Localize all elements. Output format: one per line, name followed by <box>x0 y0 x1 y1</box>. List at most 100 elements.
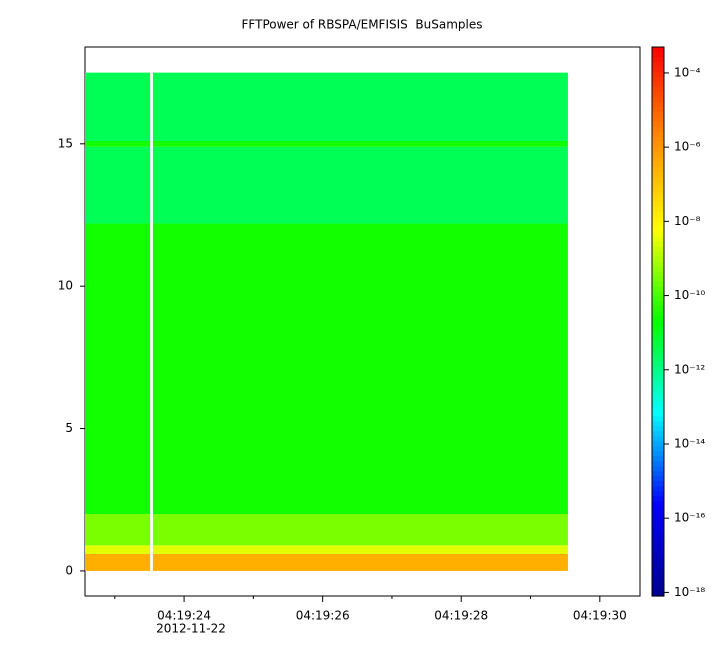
colorbar-segment <box>652 416 664 422</box>
colorbar-segment <box>652 426 664 432</box>
colorbar-segment <box>652 47 664 53</box>
colorbar-segment <box>652 521 664 527</box>
colorbar-tick-label: 10⁻⁸ <box>674 214 701 228</box>
colorbar-segment <box>652 241 664 248</box>
colorbar-tick-label: 10⁻¹⁰ <box>674 288 705 302</box>
colorbar-segment <box>652 421 664 427</box>
colorbar-segment <box>652 246 664 253</box>
colorbar-segment <box>652 591 664 597</box>
heatmap-cell <box>85 223 151 514</box>
colorbar-segment <box>652 71 664 78</box>
heatmap-cell <box>152 513 568 546</box>
colorbar-segment <box>652 306 664 313</box>
heatmap-cell <box>85 513 151 546</box>
colorbar-segment <box>652 186 664 193</box>
colorbar-segment <box>652 86 664 93</box>
colorbar-segment <box>652 351 664 358</box>
colorbar-segment <box>652 276 664 283</box>
colorbar-segment <box>652 376 664 382</box>
colorbar-segment <box>652 251 664 258</box>
colorbar-segment <box>652 326 664 333</box>
colorbar-segment <box>652 501 664 507</box>
colorbar-segment <box>652 396 664 402</box>
colorbar-tick-label: 10⁻⁶ <box>674 140 701 154</box>
colorbar-segment <box>652 456 664 462</box>
colorbar-segment <box>652 296 664 303</box>
colorbar-segment <box>652 561 664 567</box>
colorbar-segment <box>652 191 664 198</box>
colorbar-segment <box>652 51 664 58</box>
colorbar-segment <box>652 281 664 288</box>
x-tick-label: 04:19:26 <box>296 609 350 623</box>
colorbar-segment <box>652 436 664 442</box>
colorbar-segment <box>652 466 664 472</box>
colorbar-segment <box>652 161 664 168</box>
colorbar-segment <box>652 341 664 348</box>
colorbar-tick-label: 10⁻¹⁶ <box>674 511 705 525</box>
colorbar-segment <box>652 176 664 183</box>
heatmap-cell <box>152 72 568 141</box>
y-tick-label: 10 <box>58 279 73 293</box>
colorbar-segment <box>652 231 664 238</box>
colorbar-segment <box>652 401 664 407</box>
colorbar-segment <box>652 91 664 98</box>
colorbar-segment <box>652 311 664 318</box>
colorbar-segment <box>652 516 664 522</box>
heatmap-cell <box>85 140 151 147</box>
colorbar-segment <box>652 76 664 83</box>
colorbar-segment <box>652 371 664 377</box>
colorbar-segment <box>652 211 664 218</box>
colorbar-segment <box>652 106 664 113</box>
colorbar-frame <box>651 46 665 597</box>
colorbar-segment <box>652 491 664 497</box>
colorbar-segment <box>652 221 664 228</box>
colorbar-segment <box>652 556 664 562</box>
colorbar-segment <box>652 346 664 353</box>
colorbar-segment <box>652 431 664 437</box>
colorbar-segment <box>652 81 664 88</box>
colorbar-segment <box>652 571 664 577</box>
x-tick-label: 04:19:24 <box>157 609 211 623</box>
colorbar-segment <box>652 531 664 537</box>
colorbar-segment <box>652 96 664 103</box>
colorbar-segment <box>652 216 664 223</box>
colorbar-segment <box>652 486 664 492</box>
colorbar-segment <box>652 291 664 298</box>
colorbar-segment <box>652 136 664 143</box>
colorbar-segment <box>652 261 664 268</box>
colorbar-segment <box>652 476 664 482</box>
heatmap-cell <box>85 545 151 554</box>
colorbar-segment <box>652 546 664 552</box>
colorbar-segment <box>652 316 664 323</box>
colorbar-segment <box>652 141 664 148</box>
heatmap-cell <box>152 140 568 147</box>
x-tick-label: 04:19:28 <box>434 609 488 623</box>
chart-title: FFTPower of RBSPA/EMFISIS BuSamples <box>242 18 483 32</box>
colorbar-segment <box>652 356 664 363</box>
colorbar-segment <box>652 146 664 153</box>
colorbar-segment <box>652 66 664 73</box>
heatmap-cell <box>85 72 151 141</box>
colorbar-segment <box>652 566 664 572</box>
colorbar-segment <box>652 116 664 123</box>
y-tick-label: 0 <box>65 563 73 577</box>
colorbar-tick-label: 10⁻¹² <box>674 362 705 376</box>
colorbar-segment <box>652 481 664 487</box>
colorbar-segment <box>652 391 664 397</box>
x-tick-label: 04:19:30 <box>573 609 627 623</box>
colorbar-segment <box>652 266 664 273</box>
colorbar-segment <box>652 386 664 392</box>
colorbar-segment <box>652 286 664 293</box>
colorbar-segment <box>652 541 664 547</box>
heatmap-cell <box>85 146 151 224</box>
heatmap <box>85 72 568 571</box>
colorbar-tick-label: 10⁻¹⁴ <box>674 436 705 450</box>
heatmap-cell <box>152 146 568 224</box>
colorbar-segment <box>652 101 664 108</box>
colorbar-segment <box>652 451 664 457</box>
colorbar-segment <box>652 471 664 477</box>
colorbar-segment <box>652 301 664 308</box>
colorbar-segment <box>652 236 664 243</box>
colorbar-segment <box>652 586 664 592</box>
colorbar-segment <box>652 156 664 163</box>
